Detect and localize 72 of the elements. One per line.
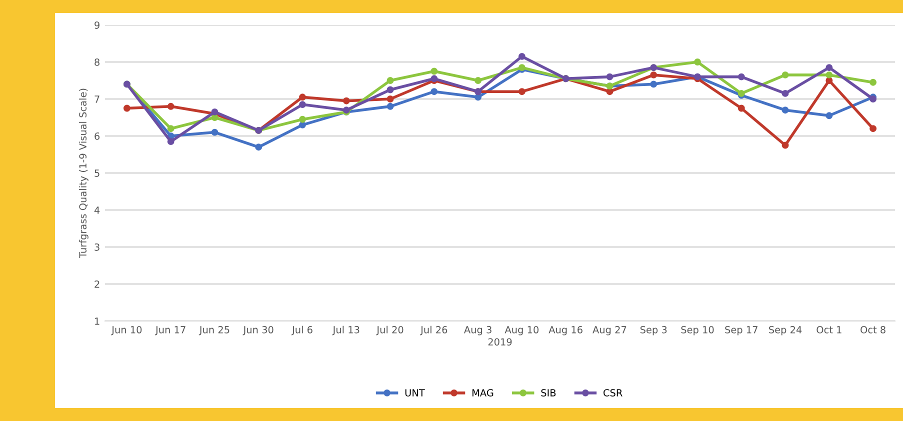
- x-tick-label: Oct 1: [816, 326, 842, 334]
- x-tick-label: Aug 27: [592, 326, 626, 336]
- point: [299, 94, 306, 101]
- point: [386, 102, 394, 110]
- legend-label: SIB: [541, 389, 556, 396]
- x-tick-label: Sep 17: [725, 326, 758, 336]
- point: [782, 142, 789, 149]
- y-tick-label: 5: [94, 170, 100, 177]
- x-tick-label: Sep 10: [681, 326, 714, 336]
- x-tick-label: Aug 16: [548, 326, 582, 336]
- point: [167, 102, 174, 110]
- point: [518, 52, 526, 60]
- point: [782, 71, 789, 78]
- point: [518, 88, 526, 96]
- point: [738, 73, 745, 80]
- x-tick-label: Sep 24: [769, 326, 802, 336]
- y-tick-label: 8: [94, 58, 100, 66]
- point: [386, 86, 394, 94]
- y-tick-label: 2: [94, 280, 100, 288]
- x-tick-label: Sep 3: [640, 326, 667, 336]
- y-tick-label: 6: [94, 132, 100, 140]
- y-tick-label: 3: [94, 243, 100, 251]
- point: [782, 106, 789, 114]
- x-tick-label: Aug 10: [504, 326, 539, 336]
- y-tick-label: 1: [95, 318, 100, 325]
- point: [211, 128, 218, 136]
- point: [430, 68, 438, 75]
- point: [299, 116, 306, 123]
- point: [650, 71, 658, 78]
- point: [738, 104, 745, 112]
- y-tick-label: 9: [94, 21, 100, 29]
- point: [606, 88, 614, 96]
- x-tick-label: Jun 10: [111, 326, 142, 336]
- point: [299, 121, 306, 128]
- point: [826, 112, 833, 120]
- point: [606, 73, 614, 80]
- point: [782, 90, 789, 97]
- point: [342, 97, 350, 104]
- x-tick-label: Jul 13: [332, 326, 360, 336]
- legend-label: CSR: [604, 389, 622, 396]
- point: [474, 94, 482, 101]
- x-tick-label: Jul 26: [420, 326, 448, 336]
- x-tick-label: Jun 30: [242, 326, 274, 336]
- point: [255, 144, 262, 151]
- x-tick-label: Jun 25: [198, 326, 230, 336]
- point: [826, 64, 833, 72]
- x-tick-label: Oct 8: [860, 326, 886, 334]
- point: [167, 138, 174, 146]
- legend-label: UNT: [405, 389, 425, 396]
- y-tick-label: 7: [94, 96, 100, 103]
- y-tick-label: 4: [94, 206, 100, 214]
- point: [870, 125, 877, 132]
- point: [650, 80, 658, 88]
- point: [474, 77, 482, 84]
- y-axis-title: Turfgrass Quality (1-9 Visual Scale): [78, 88, 88, 258]
- point: [299, 101, 306, 108]
- point: [826, 71, 833, 78]
- x-axis-title: 2019: [488, 338, 512, 346]
- point: [430, 88, 438, 96]
- x-tick-label: Jun 17: [155, 326, 186, 336]
- point: [123, 104, 130, 112]
- x-tick-label: Jul 6: [291, 326, 312, 336]
- x-tick-label: Jul 20: [376, 326, 404, 336]
- point: [167, 125, 174, 132]
- point: [870, 78, 877, 86]
- legend-label: MAG: [472, 389, 494, 396]
- point: [694, 58, 701, 66]
- point: [386, 96, 394, 102]
- point: [211, 114, 218, 121]
- x-tick-label: Aug 3: [464, 326, 492, 336]
- point: [826, 77, 833, 84]
- point: [386, 77, 394, 84]
